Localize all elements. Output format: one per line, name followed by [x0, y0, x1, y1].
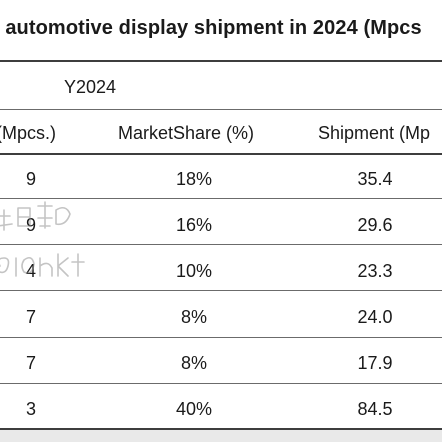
- row-4-shipment: 24.0: [357, 307, 393, 327]
- bottom-rule: [0, 428, 442, 430]
- row-5-mpcs: 7: [25, 353, 36, 373]
- watermark-logo: [0, 201, 85, 277]
- table-title: l automotive display shipment in 2024 (M…: [0, 17, 422, 39]
- row-3-marketshare: 10%: [175, 261, 213, 281]
- row-1-mpcs: 9: [25, 169, 36, 189]
- row-2-mpcs: 9: [25, 215, 36, 235]
- header-rule: [0, 153, 442, 155]
- row-rule: [0, 383, 442, 384]
- row-rule: [0, 244, 442, 245]
- row-2-marketshare: 16%: [175, 215, 213, 235]
- column-header-mpcs: (Mpcs.): [0, 123, 56, 143]
- row-4-mpcs: 7: [25, 307, 36, 327]
- row-rule: [0, 337, 442, 338]
- row-4-marketshare: 8%: [180, 307, 207, 327]
- footer-band: [0, 430, 442, 442]
- row-6-marketshare: 40%: [175, 399, 213, 419]
- row-6-mpcs: 3: [25, 399, 36, 419]
- row-6-shipment: 84.5: [357, 399, 393, 419]
- column-header-marketshare: MarketShare (%): [118, 123, 255, 143]
- row-3-shipment: 23.3: [357, 261, 393, 281]
- row-2-shipment: 29.6: [357, 215, 393, 235]
- row-1-marketshare: 18%: [175, 169, 213, 189]
- top-rule: [0, 60, 442, 62]
- row-5-shipment: 17.9: [357, 353, 393, 373]
- row-1-shipment: 35.4: [357, 169, 393, 189]
- row-rule: [0, 290, 442, 291]
- column-header-shipment: Shipment (Mp: [318, 123, 431, 143]
- row-5-marketshare: 8%: [180, 353, 207, 373]
- year-header: Y2024: [64, 77, 117, 97]
- year-rule: [0, 109, 442, 110]
- row-rule: [0, 198, 442, 199]
